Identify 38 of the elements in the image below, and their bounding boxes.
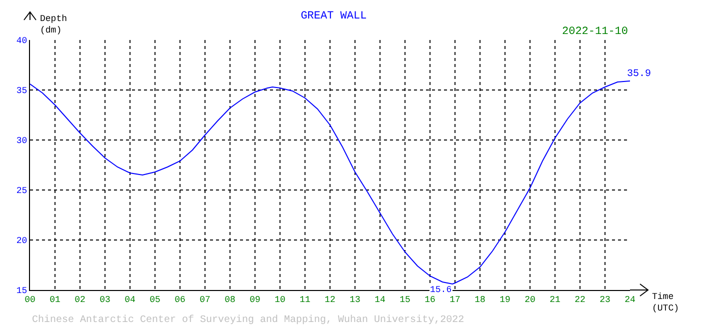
y-tick-label: 15 — [16, 286, 28, 296]
y-axis-title: Depth (dm) — [40, 14, 68, 36]
x-tick-label: 00 — [24, 294, 36, 305]
y-tick-label: 30 — [16, 136, 28, 146]
x-tick-label: 01 — [50, 294, 60, 305]
x-tick-label: 07 — [200, 294, 210, 305]
x-axis-title: Time (UTC) — [652, 292, 680, 314]
x-tick-label: 24 — [624, 294, 636, 305]
x-tick-label: 15 — [400, 294, 410, 305]
x-tick-label: 19 — [500, 294, 510, 305]
text: 2022-11-10 — [562, 26, 628, 38]
chart-title: GREAT WALL — [300, 10, 367, 23]
x-tick-label: 04 — [124, 294, 136, 305]
x-tick-label: 16 — [424, 294, 436, 305]
x-tick-label: 10 — [274, 294, 286, 305]
x-tick-label: 09 — [250, 294, 260, 305]
x-tick-label: 06 — [174, 294, 186, 305]
x-tick-label: 23 — [600, 294, 610, 305]
x-tick-label: 03 — [100, 294, 110, 305]
y-tick-label: 35 — [16, 86, 28, 96]
text: Chinese Antarctic Center of Surveying and Mapping, Wuhan University,2022 — [32, 314, 464, 326]
annotation: 35.9 — [627, 69, 652, 80]
x-tick-label: 17 — [450, 294, 460, 305]
x-tick-label: 11 — [300, 294, 310, 305]
x-tick-label: 14 — [374, 294, 386, 305]
x-tick-label: 12 — [324, 294, 336, 305]
y-tick-label: 25 — [16, 186, 28, 196]
x-tick-label: 05 — [150, 294, 160, 305]
x-tick-label: 08 — [224, 294, 236, 305]
x-tick-label: 22 — [574, 294, 586, 305]
x-tick-label: 13 — [350, 294, 360, 305]
x-tick-label: 18 — [474, 294, 486, 305]
x-tick-label: 02 — [74, 294, 86, 305]
y-tick-label: 20 — [16, 236, 28, 246]
x-tick-label: 20 — [524, 294, 536, 305]
x-tick-label: 21 — [550, 294, 560, 305]
y-tick-label: 40 — [16, 36, 28, 46]
annotation: 15.6 — [430, 285, 452, 295]
